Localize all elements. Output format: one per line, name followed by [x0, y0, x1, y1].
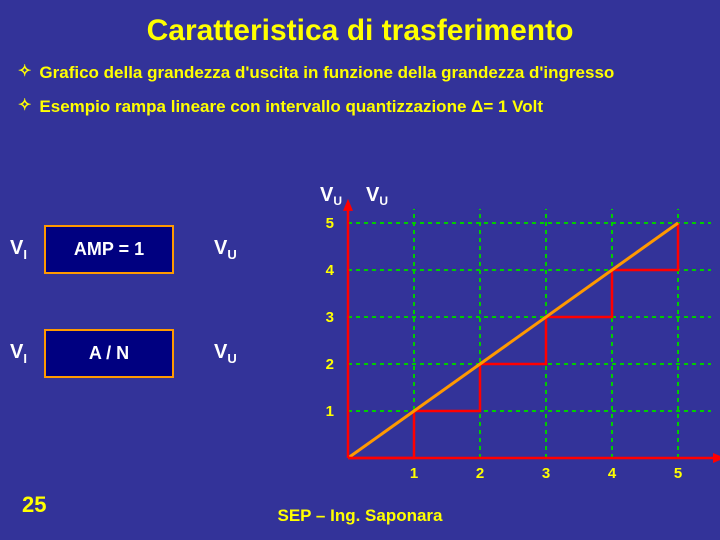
- adc-box: A / N: [44, 329, 174, 378]
- amp-box: AMP = 1: [44, 225, 174, 274]
- svg-text:VU: VU: [366, 184, 388, 208]
- svg-text:3: 3: [326, 309, 334, 326]
- svg-text:1: 1: [326, 403, 334, 420]
- svg-text:5: 5: [674, 465, 682, 482]
- svg-text:VU: VU: [320, 184, 342, 208]
- svg-text:2: 2: [476, 465, 484, 482]
- bullet-1: ✧ Grafico della grandezza d'uscita in fu…: [0, 60, 720, 86]
- svg-text:4: 4: [326, 262, 335, 279]
- bullet-icon: ✧: [18, 94, 31, 118]
- svg-text:5: 5: [326, 215, 334, 232]
- bullet-2: ✧ Esempio rampa lineare con intervallo q…: [0, 94, 720, 120]
- amp-input-label: VI: [10, 237, 44, 262]
- block-diagram-column: VI AMP = 1 VU VI A / N VU: [10, 225, 300, 418]
- footer-text: SEP – Ing. Saponara: [0, 506, 720, 526]
- bullet-icon: ✧: [18, 60, 31, 84]
- svg-text:1: 1: [410, 465, 418, 482]
- amp-output-label: VU: [214, 237, 237, 262]
- adc-output-label: VU: [214, 341, 237, 366]
- svg-text:2: 2: [326, 356, 334, 373]
- svg-text:3: 3: [542, 465, 550, 482]
- bullet-2-text: Esempio rampa lineare con intervallo qua…: [39, 94, 543, 120]
- svg-text:4: 4: [608, 465, 617, 482]
- adc-input-label: VI: [10, 341, 44, 366]
- adc-block-row: VI A / N VU: [10, 329, 300, 378]
- amp-block-row: VI AMP = 1 VU: [10, 225, 300, 274]
- slide-title: Caratteristica di trasferimento: [0, 0, 720, 48]
- bullet-1-text: Grafico della grandezza d'uscita in funz…: [39, 60, 614, 86]
- transfer-chart: 1234512345VUVUVI: [308, 188, 708, 498]
